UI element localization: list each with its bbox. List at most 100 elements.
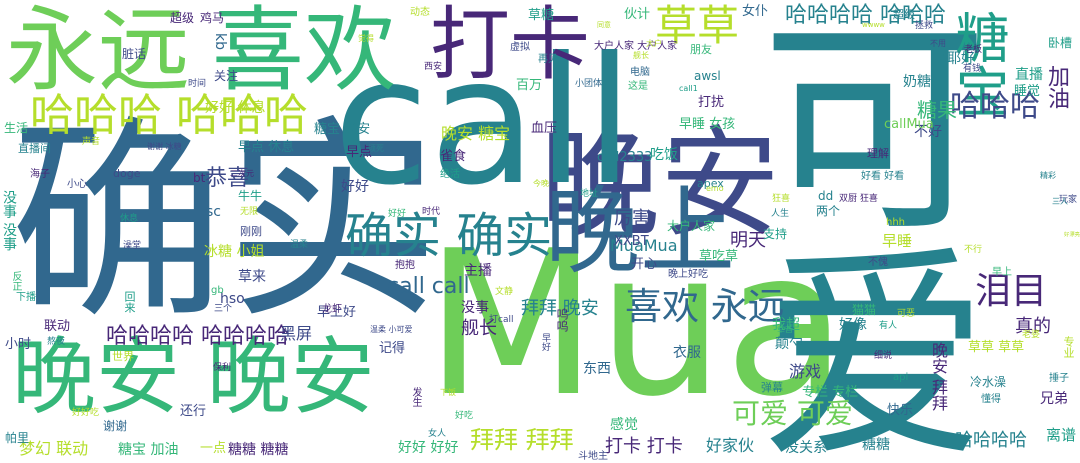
cloud-word: 烦死 [368,144,384,153]
cloud-word: 哈哈哈哈 哈哈哈 [785,3,946,28]
cloud-word: 好耶好 [933,51,975,67]
cloud-word: 好好 [341,179,369,195]
cloud-word: 恭喜 [205,166,250,191]
cloud-word: 大户人家 大户人家 [594,41,678,52]
cloud-word: 不傀 [868,257,888,268]
cloud-word: 糖糖 糖糖 [228,442,289,458]
cloud-word: 再见 [538,54,558,65]
cloud-word: 糖宝 [946,10,1009,118]
cloud-word: dd [818,189,834,203]
cloud-word: 温柔 [290,240,309,250]
cloud-word: 早点 休息 [238,140,295,155]
cloud-word: 梦幻 联动 [19,439,89,458]
cloud-word: 玩家 [1059,195,1078,205]
cloud-word: kb [212,33,228,50]
cloud-word: 百万 [516,78,543,93]
cloud-word: 二次元 [230,169,254,178]
cloud-word: 理解 [867,147,889,160]
cloud-word: 打卡 [430,0,590,91]
cloud-word: 可爱 [721,8,987,463]
cloud-word: 同意 [597,21,611,29]
cloud-word: 超级 [893,8,915,21]
cloud-word: 有人 [879,321,898,331]
cloud-word: 好好吃 [72,408,100,418]
cloud-word: 泪目 [975,271,1048,312]
cloud-word: call call [387,274,470,299]
cloud-word: api [893,372,909,383]
cloud-word: 感觉 [610,417,638,433]
cloud-word: 打卡 打卡 [605,436,683,457]
cloud-word: 晚安 拜拜 [929,342,948,412]
cloud-word: 下播 [16,292,36,303]
cloud-word: 可爱 可爱 [732,397,853,430]
cloud-word: 不好 [914,124,942,140]
cloud-word: 早睡 [882,232,913,250]
cloud-word: 离谱 [1046,426,1077,444]
cloud-word: 没事 没事 [1,190,17,251]
cloud-word: hhh [886,217,906,228]
cloud-word: 龙虾 [322,304,342,315]
cloud-word: 斗地主 [578,451,608,462]
cloud-word: 打call [489,315,514,325]
cloud-word: 专业 [1062,336,1075,358]
cloud-word: 好像 [839,317,867,333]
cloud-word: 支持 [763,227,788,241]
cloud-word: 精彩 [1040,171,1056,180]
cloud-word: 哈哈哈 [950,89,1040,124]
cloud-word: 刚刚 [240,225,262,238]
cloud-word: hso [220,291,245,307]
cloud-word: 女人 [428,429,447,439]
cloud-word: 专栏 专栏 [802,385,859,400]
cloud-word: Mua [425,208,847,441]
cloud-word: 没事 [461,300,489,316]
cloud-word: 晚安 [540,115,780,254]
cloud-word: 休息 [120,214,139,224]
cloud-word: 好家伙 [706,436,755,455]
cloud-word: 女仆 [742,4,769,19]
cloud-word: 真的 [1015,316,1051,337]
cloud-word: 加油 [1044,65,1069,109]
cloud-word: 早点 [346,145,373,160]
cloud-word: 西安 [424,62,443,72]
cloud-word: 懂得 [981,394,1001,405]
cloud-word: 牛牛 [238,189,263,203]
cloud-word: 弹幕 [761,381,783,394]
cloud-word: 声音 [82,137,101,147]
cloud-word: 大户人家 [667,219,716,233]
cloud-word: 直播间 [18,142,51,155]
cloud-word: 谢谢 [103,419,128,433]
cloud-word: 熬夜 [47,337,66,347]
cloud-word: 草来 [238,269,266,285]
cloud-word: 晚上好吃 [668,269,708,280]
cloud-word: 不用 [930,39,946,48]
cloud-word: wwww [862,21,885,29]
cloud-word: 世界 [112,350,134,363]
cloud-word: 人生 [771,209,790,219]
cloud-word: 草糖 [528,8,555,23]
cloud-word: 草草 草草 [968,340,1025,355]
cloud-word: 幸苦 [777,325,793,334]
cloud-word: 老婆 [1022,330,1041,340]
cloud-word: 帕里 [5,431,30,445]
cloud-word: 好看 好看 [861,171,905,182]
cloud-word: 还行 [180,404,207,419]
cloud-word: 拜拜 拜拜 [470,426,574,454]
cloud-word: XXBT [614,234,649,249]
cloud-word: 晚上 [545,177,736,287]
cloud-word: 明天 [730,230,766,251]
cloud-word: call [333,21,634,224]
cloud-word: apex [697,177,724,190]
cloud-word: 回来 [123,291,136,313]
cloud-word: 我超 [772,317,800,333]
cloud-word: 有钱 [963,64,982,74]
cloud-word: 细说 [874,351,893,361]
cloud-word: 确实 [10,97,440,348]
cloud-word: 捶子 [1049,373,1069,384]
cloud-word: 关注 [214,69,239,83]
cloud-word: 双厨 狂喜 [839,194,878,204]
cloud-word: 发生 [410,387,421,407]
cloud-word: 喜欢 [212,0,397,104]
cloud-word: 绝活 [440,169,460,180]
cloud-word: 反正 [10,271,21,291]
